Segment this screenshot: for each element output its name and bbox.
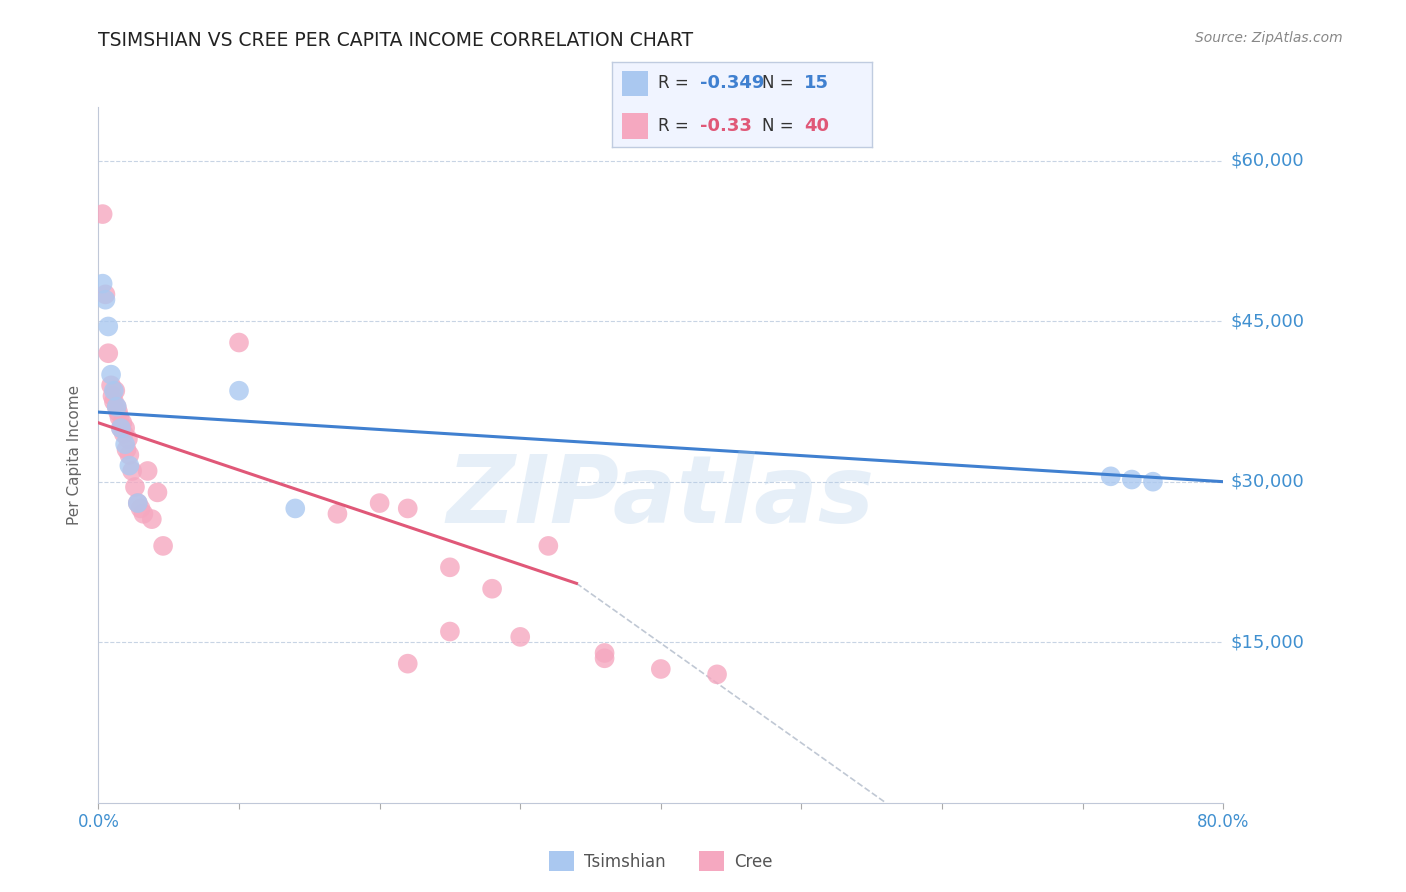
Text: N =: N =	[762, 74, 800, 92]
Point	[112, 426, 135, 441]
Point	[509, 630, 531, 644]
Point	[439, 624, 461, 639]
Point	[132, 507, 155, 521]
Point	[115, 442, 138, 457]
Point	[284, 501, 307, 516]
Point	[100, 378, 122, 392]
Point	[706, 667, 728, 681]
Point	[146, 485, 169, 500]
Point	[127, 496, 149, 510]
Text: $60,000: $60,000	[1230, 152, 1303, 169]
Point	[91, 277, 114, 291]
Point	[396, 501, 419, 516]
Point	[129, 501, 152, 516]
Text: R =: R =	[658, 74, 695, 92]
Point	[114, 437, 136, 451]
Point	[368, 496, 391, 510]
Text: 15: 15	[804, 74, 830, 92]
Bar	[621, 113, 648, 139]
Text: N =: N =	[762, 117, 800, 135]
Point	[111, 416, 134, 430]
Point	[94, 293, 117, 307]
Point	[105, 400, 128, 414]
Text: TSIMSHIAN VS CREE PER CAPITA INCOME CORRELATION CHART: TSIMSHIAN VS CREE PER CAPITA INCOME CORR…	[98, 31, 693, 50]
Point	[103, 384, 125, 398]
Point	[100, 368, 122, 382]
Point	[537, 539, 560, 553]
Point	[141, 512, 163, 526]
Point	[110, 421, 132, 435]
Point	[94, 287, 117, 301]
Point	[136, 464, 159, 478]
Point	[228, 384, 250, 398]
Text: R =: R =	[658, 117, 695, 135]
Point	[439, 560, 461, 574]
Text: $15,000: $15,000	[1230, 633, 1305, 651]
Point	[91, 207, 114, 221]
Point	[326, 507, 349, 521]
Point	[104, 384, 127, 398]
Text: ZIPatlas: ZIPatlas	[447, 450, 875, 542]
Point	[1142, 475, 1164, 489]
Point	[650, 662, 672, 676]
Point	[101, 389, 124, 403]
Point	[97, 319, 120, 334]
Point	[117, 432, 139, 446]
Text: -0.349: -0.349	[700, 74, 765, 92]
Point	[396, 657, 419, 671]
Point	[1121, 473, 1143, 487]
Text: $45,000: $45,000	[1230, 312, 1305, 330]
Text: -0.33: -0.33	[700, 117, 752, 135]
Point	[481, 582, 503, 596]
Y-axis label: Per Capita Income: Per Capita Income	[67, 384, 83, 525]
Point	[103, 394, 125, 409]
Point	[152, 539, 174, 553]
Point	[118, 448, 141, 462]
Legend: Tsimshian, Cree: Tsimshian, Cree	[543, 845, 779, 878]
Point	[118, 458, 141, 473]
Point	[108, 410, 131, 425]
Text: 40: 40	[804, 117, 830, 135]
Point	[105, 400, 128, 414]
Point	[121, 464, 143, 478]
Point	[593, 651, 616, 665]
Point	[107, 405, 129, 419]
Bar	[621, 71, 648, 96]
Point	[593, 646, 616, 660]
Text: Source: ZipAtlas.com: Source: ZipAtlas.com	[1195, 31, 1343, 45]
Point	[228, 335, 250, 350]
Point	[1099, 469, 1122, 483]
Point	[124, 480, 146, 494]
Point	[97, 346, 120, 360]
Point	[110, 421, 132, 435]
Point	[127, 496, 149, 510]
Point	[114, 421, 136, 435]
Text: $30,000: $30,000	[1230, 473, 1303, 491]
